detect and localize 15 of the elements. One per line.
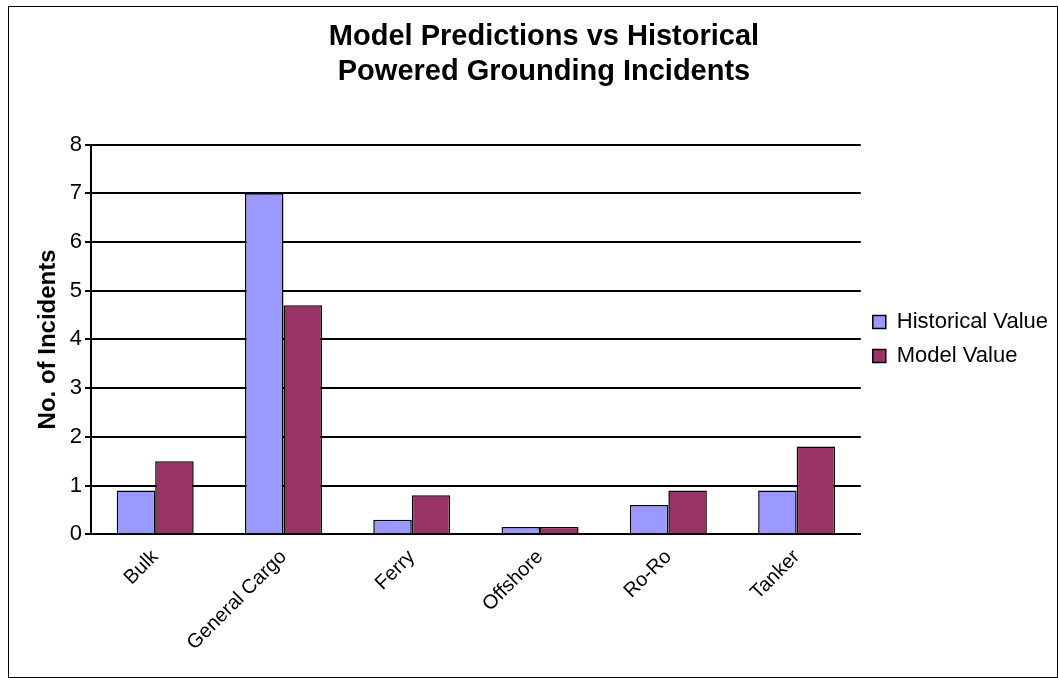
y-tick-label: 1 xyxy=(69,471,83,497)
x-tick-label: Bulk xyxy=(118,544,163,588)
y-tick-label: 3 xyxy=(69,374,83,400)
text: Model Predictions vs Historical xyxy=(328,19,760,52)
text: Powered Grounding Incidents xyxy=(337,54,751,87)
y-tick-label: 0 xyxy=(69,520,83,546)
y-tick-label: 8 xyxy=(69,130,83,156)
y-tick-label: 5 xyxy=(69,276,83,302)
y-tick-label: 4 xyxy=(69,325,83,351)
y-tick-label: 2 xyxy=(69,422,83,448)
legend-label: Historical Value xyxy=(896,308,1049,334)
legend-label: Model Value xyxy=(896,342,1018,368)
y-axis-title: No. of Incidents xyxy=(33,249,61,430)
y-tick-label: 7 xyxy=(69,179,83,205)
y-tick-label: 6 xyxy=(69,228,83,254)
